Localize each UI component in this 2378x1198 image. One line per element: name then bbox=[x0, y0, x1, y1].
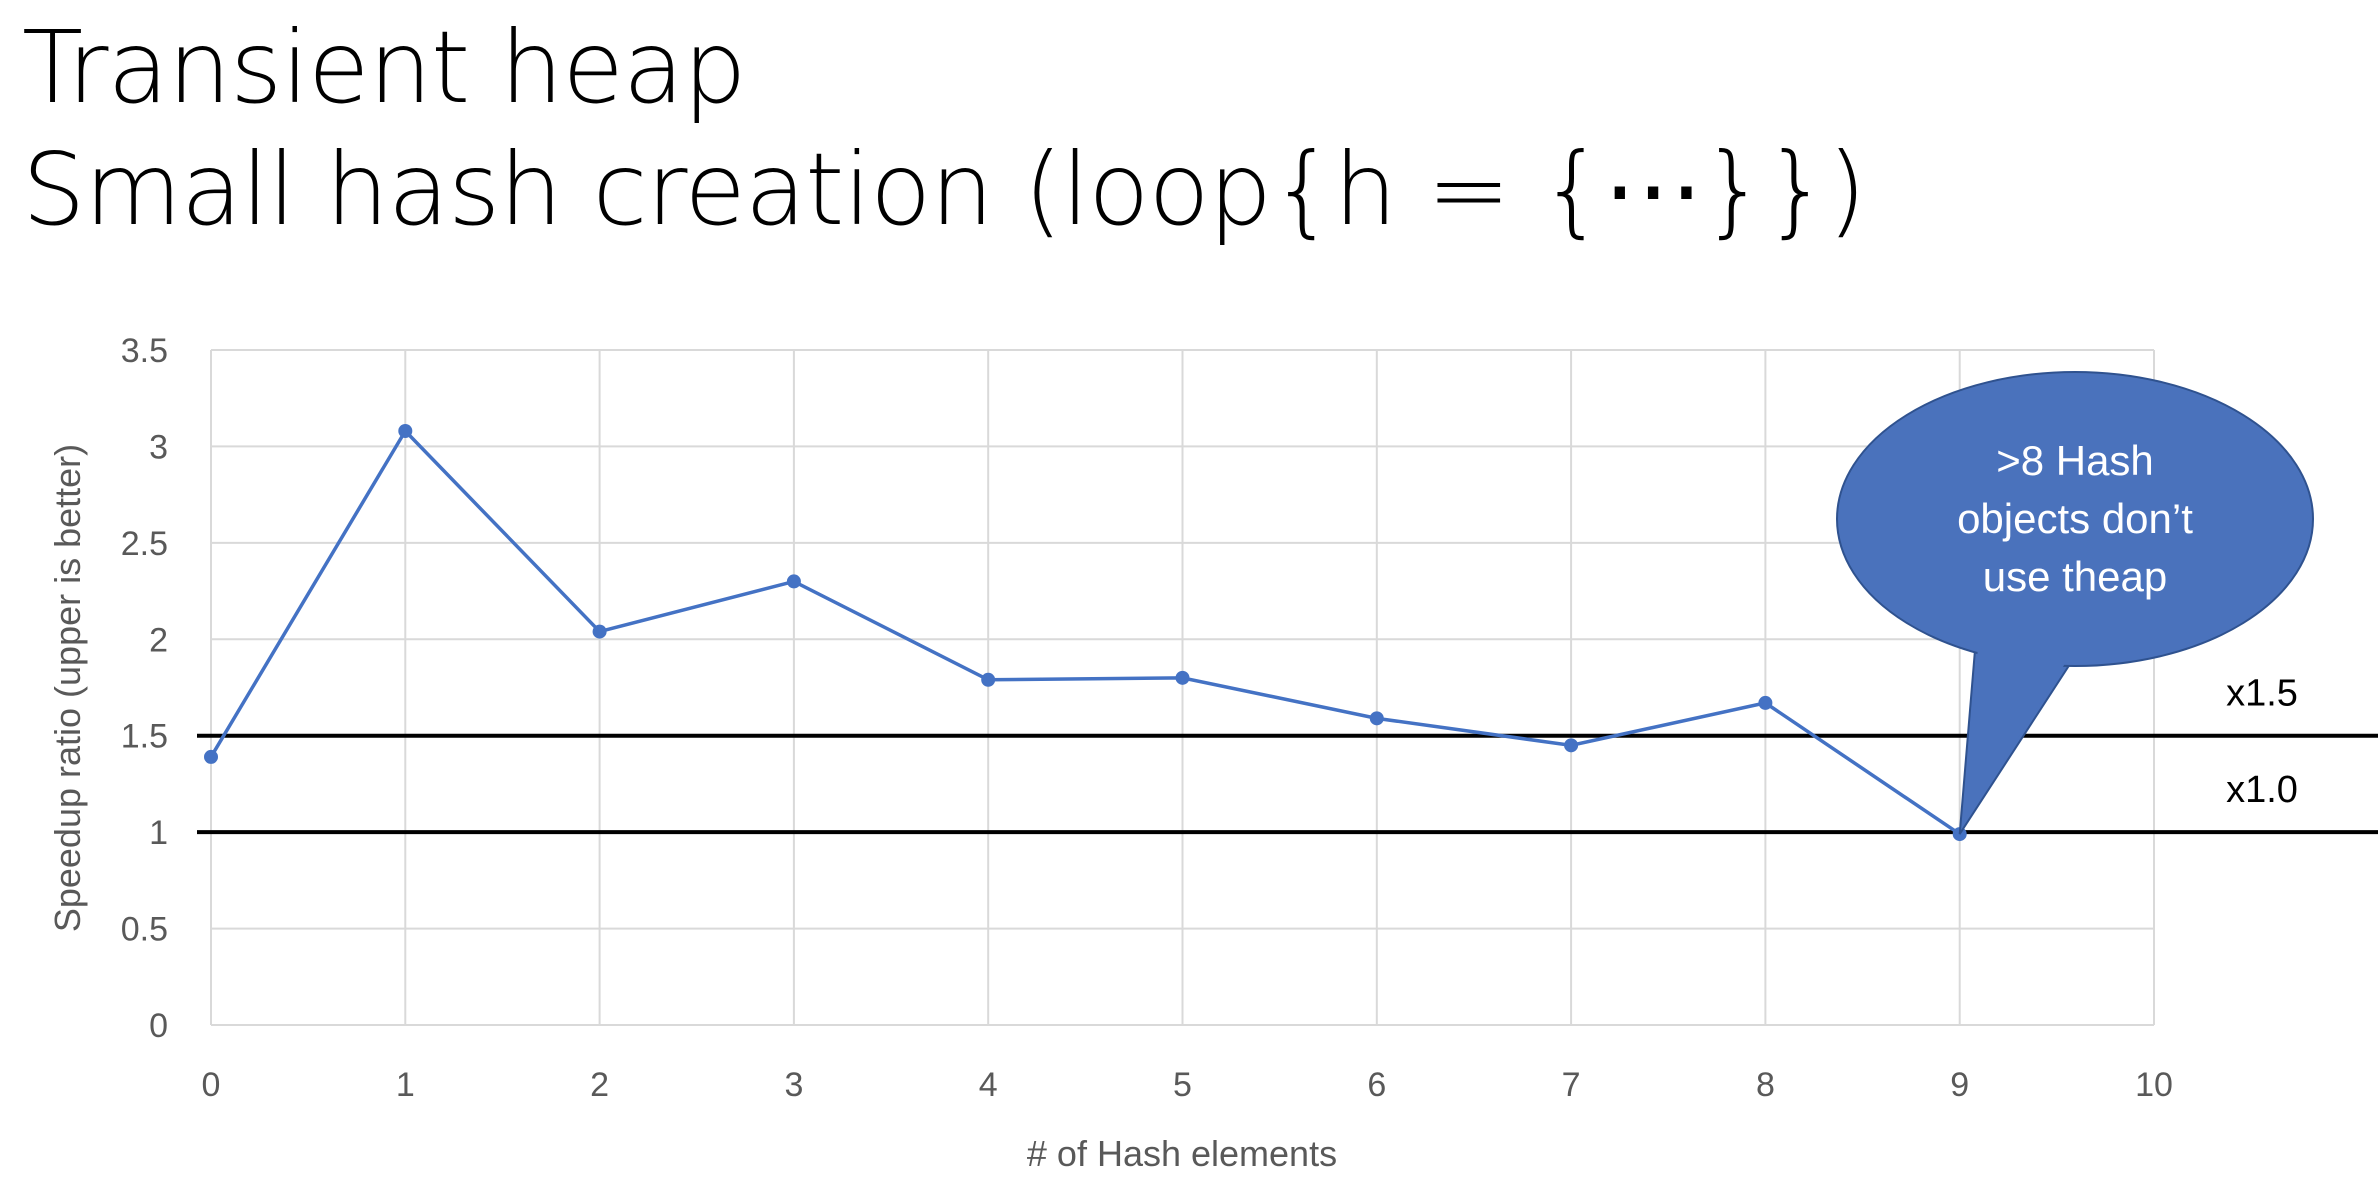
slide-title-line2: Small hash creation (loop{h = {⋯}}) bbox=[22, 131, 1866, 248]
x-tick-label: 6 bbox=[1367, 1066, 1386, 1104]
grid bbox=[210, 349, 2155, 1026]
y-tick-label: 1.5 bbox=[121, 718, 168, 756]
x-tick-label: 2 bbox=[590, 1066, 609, 1104]
data-point bbox=[398, 424, 413, 438]
y-tick-label: 2 bbox=[149, 621, 168, 659]
data-point bbox=[1175, 670, 1190, 685]
reference-label: x1.0 bbox=[2226, 769, 2298, 811]
callout-text: >8 Hash bbox=[1996, 437, 2154, 484]
data-point bbox=[1564, 738, 1579, 753]
x-axis-label: # of Hash elements bbox=[1027, 1133, 1337, 1174]
x-tick-label: 9 bbox=[1950, 1066, 1969, 1104]
data-point bbox=[592, 624, 607, 639]
x-tick-label: 8 bbox=[1756, 1066, 1775, 1104]
y-tick-label: 3 bbox=[149, 428, 168, 466]
x-tick-label: 3 bbox=[784, 1066, 803, 1104]
y-axis-label: Speedup ratio (upper is better) bbox=[47, 444, 88, 932]
y-tick-label: 0.5 bbox=[121, 911, 168, 949]
y-tick-label: 2.5 bbox=[121, 525, 168, 563]
data-point bbox=[204, 749, 218, 764]
y-tick-label: 3.5 bbox=[121, 332, 168, 370]
reference-label: x1.5 bbox=[2226, 673, 2298, 715]
slide-title-line1: Transient heap bbox=[22, 9, 747, 126]
x-tick-label: 1 bbox=[396, 1066, 415, 1104]
data-point bbox=[1758, 695, 1773, 710]
y-tick-label: 1 bbox=[149, 814, 168, 852]
data-point bbox=[1369, 711, 1384, 726]
series bbox=[204, 424, 1967, 842]
x-tick-label: 5 bbox=[1173, 1066, 1192, 1104]
x-tick-label: 0 bbox=[202, 1066, 221, 1104]
annotation-callout: >8 Hash objects don’t use theap bbox=[1836, 371, 2314, 835]
callout-text: objects don’t bbox=[1957, 495, 2193, 542]
x-tick-label: 10 bbox=[2135, 1066, 2173, 1104]
data-point bbox=[981, 672, 996, 687]
x-tick-label: 4 bbox=[979, 1066, 998, 1104]
data-point bbox=[786, 574, 801, 589]
y-tick-label: 0 bbox=[149, 1007, 168, 1045]
series-line bbox=[209, 428, 1961, 836]
tick-labels: 0 1 2 3 4 5 6 7 8 9 10 0 0.5 1 1.5 2 2.5 3 3.5 bbox=[121, 332, 2173, 1104]
reference-lines: x1.5 x1.0 bbox=[197, 673, 2378, 835]
callout-tail-fill bbox=[1961, 648, 2066, 827]
x-tick-label: 7 bbox=[1562, 1066, 1581, 1104]
callout-bubble bbox=[1836, 371, 2314, 667]
callout-text: use theap bbox=[1983, 553, 2168, 600]
